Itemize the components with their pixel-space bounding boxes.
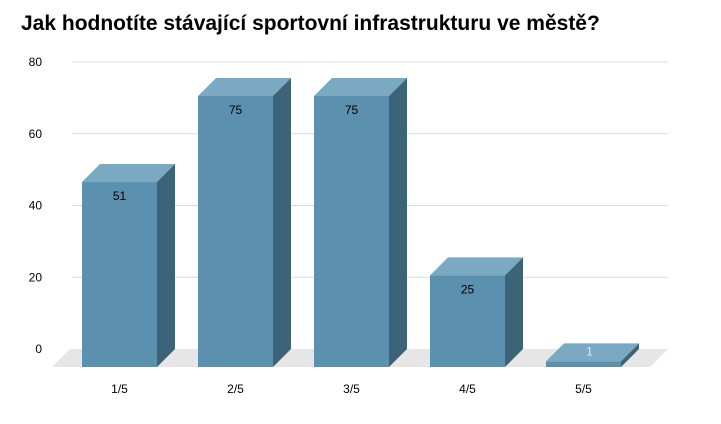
bar-top (546, 343, 639, 362)
data-label: 75 (229, 103, 243, 117)
bar (82, 164, 175, 367)
bar-front (198, 95, 273, 367)
x-tick-label: 4/5 (459, 382, 476, 396)
bar (314, 77, 407, 367)
bar-side (389, 77, 407, 367)
bar-side (621, 343, 639, 367)
bar-front (546, 361, 621, 367)
data-label: 75 (345, 103, 359, 117)
x-tick-label: 5/5 (575, 382, 592, 396)
y-tick-label: 60 (29, 127, 43, 141)
bar-front (430, 275, 505, 367)
y-tick-label: 20 (29, 270, 43, 284)
bar-top (198, 77, 291, 96)
y-tick-label: 40 (29, 199, 43, 213)
x-tick-label: 2/5 (227, 382, 244, 396)
bar-side (273, 77, 291, 367)
x-tick-label: 1/5 (111, 382, 128, 396)
y-tick-label: 80 (29, 55, 43, 69)
bar-top (82, 164, 175, 183)
bar-top (430, 257, 523, 276)
data-label: 1 (586, 344, 593, 358)
x-tick-label: 3/5 (343, 382, 360, 396)
bar-top (314, 77, 407, 96)
bar-side (157, 164, 175, 367)
chart-title: Jak hodnotíte stávající sportovní infras… (21, 12, 600, 35)
bar (546, 343, 639, 367)
data-label: 51 (113, 189, 127, 203)
bar (430, 257, 523, 367)
data-label: 25 (461, 282, 475, 296)
bar-front (314, 95, 389, 367)
bar (198, 77, 291, 367)
y-tick-label: 0 (35, 342, 42, 356)
bar-front (82, 182, 157, 367)
bar-side (505, 257, 523, 367)
